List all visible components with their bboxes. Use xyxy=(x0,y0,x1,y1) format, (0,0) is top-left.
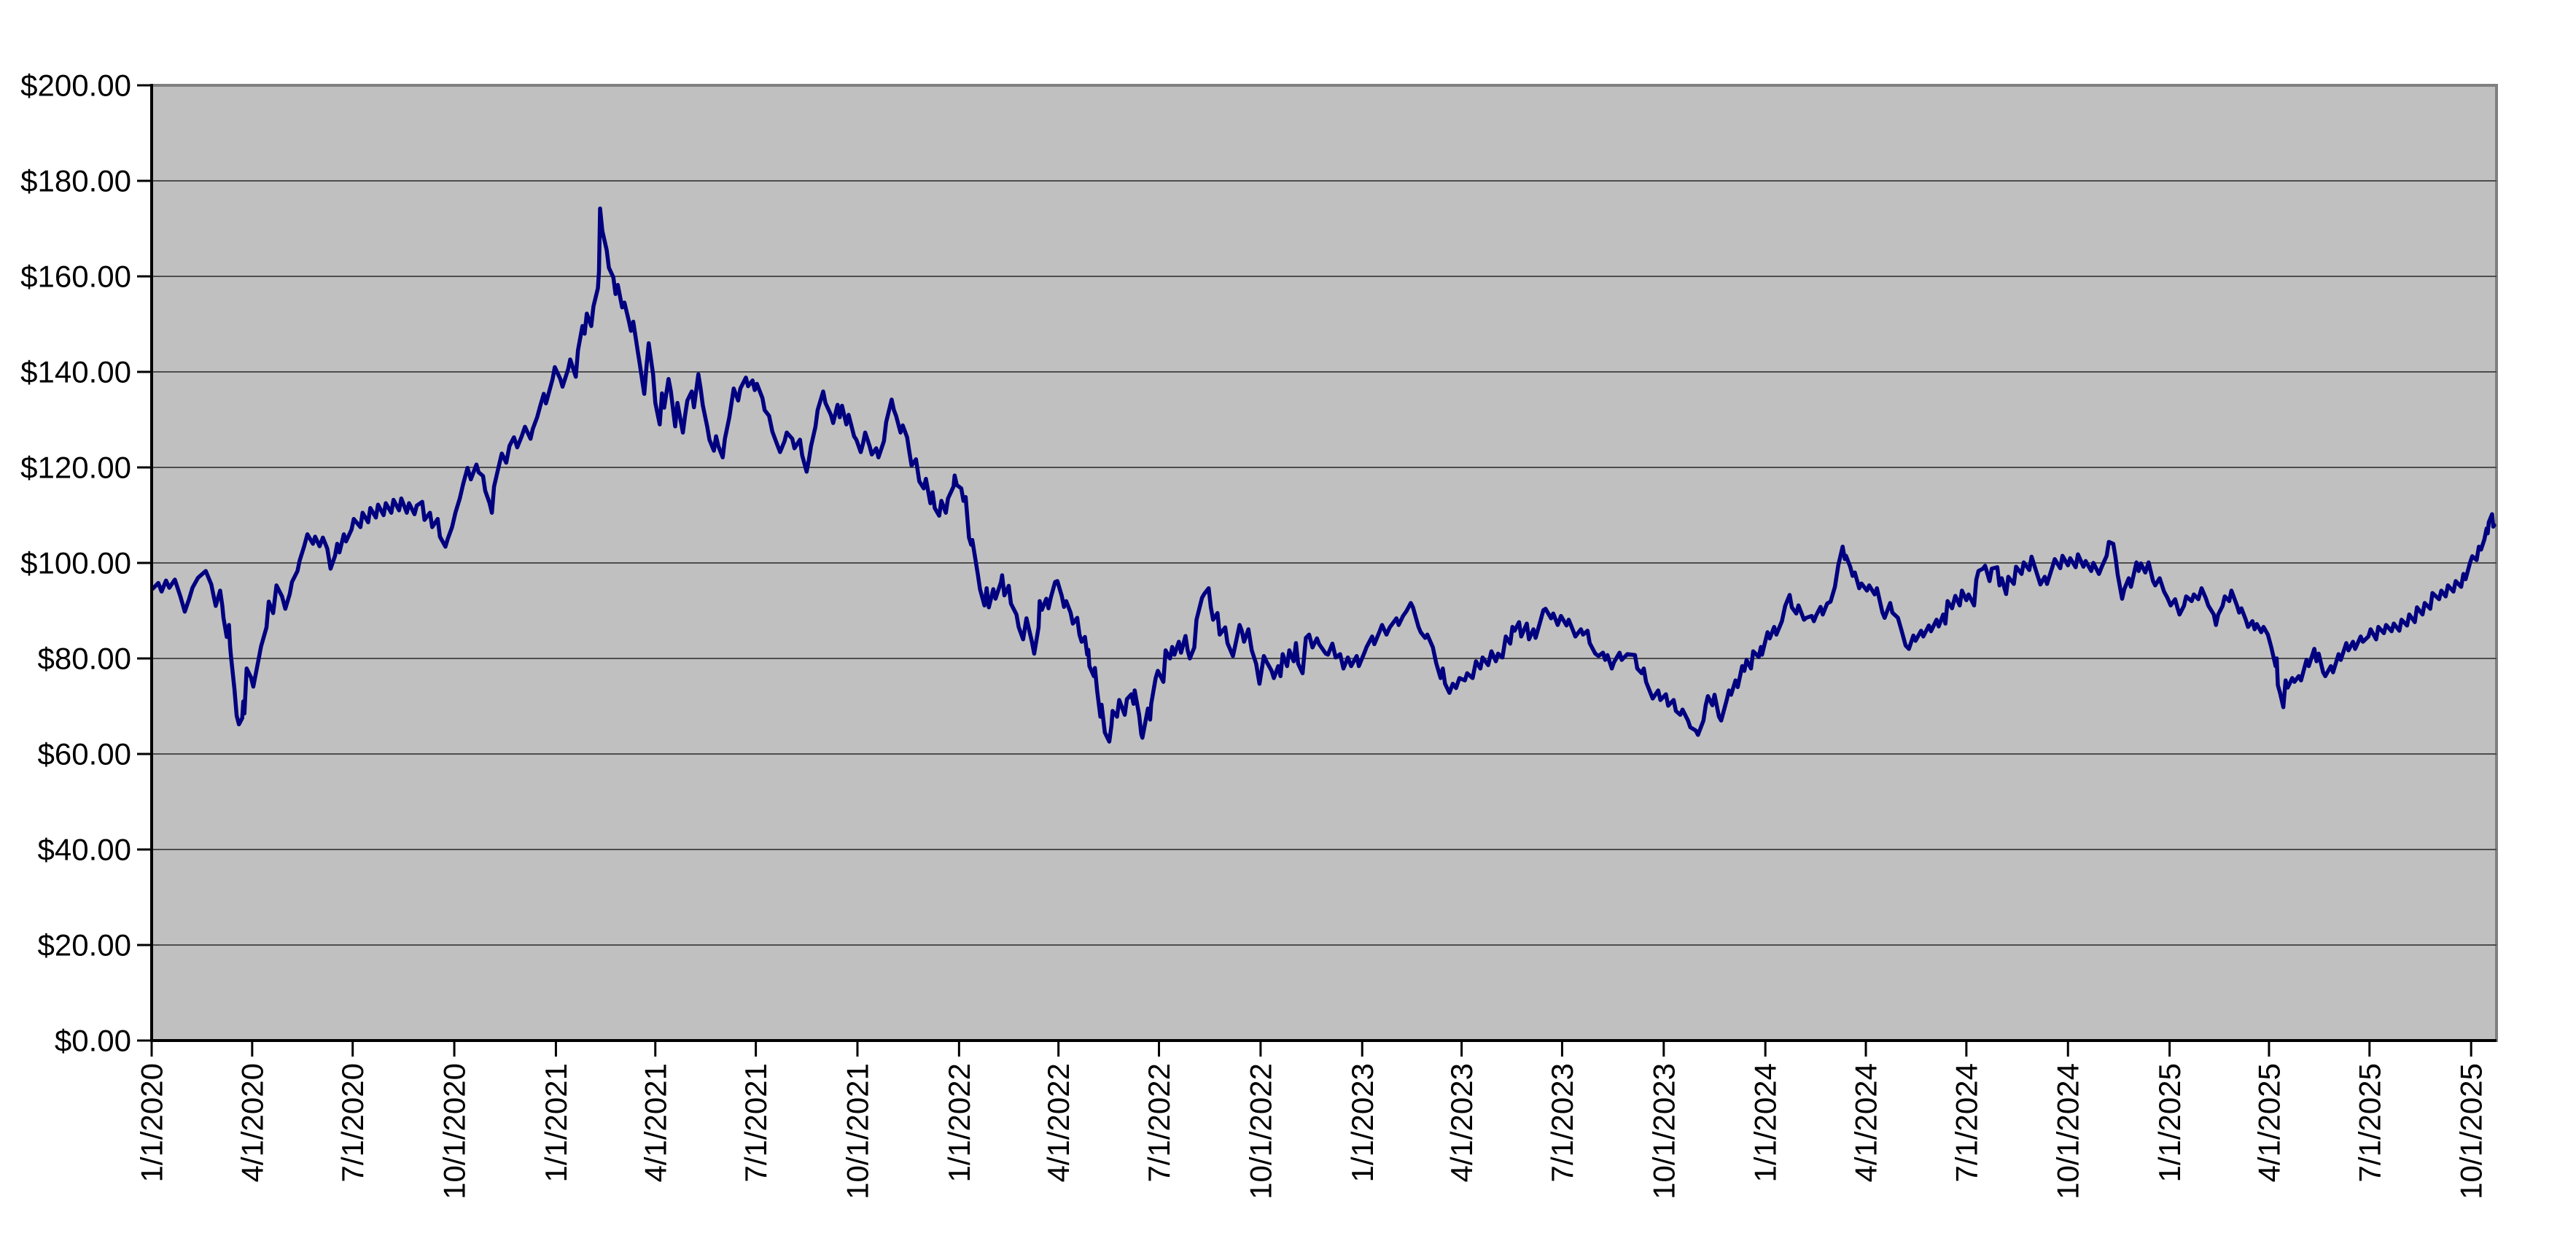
y-axis-label: $60.00 xyxy=(38,737,131,771)
x-axis-label: 10/1/2023 xyxy=(1646,1063,1681,1199)
y-axis-label: $160.00 xyxy=(20,260,131,294)
y-axis-label: $80.00 xyxy=(38,642,131,676)
y-axis-labels: $0.00 $20.00 $40.00 $60.00 $80.00 $100.00 $120… xyxy=(20,69,131,1058)
x-axis-label: 7/1/2023 xyxy=(1545,1063,1579,1183)
y-axis-label: $120.00 xyxy=(20,451,131,485)
x-axis-label: 10/1/2020 xyxy=(437,1063,472,1199)
x-axis-label: 10/1/2025 xyxy=(2454,1063,2489,1199)
y-axis-label: $0.00 xyxy=(55,1024,131,1058)
x-axis-label: 7/1/2020 xyxy=(335,1063,370,1183)
y-axis-label: $180.00 xyxy=(20,164,131,198)
x-axis-label: 4/1/2023 xyxy=(1444,1063,1479,1183)
y-axis-label: $40.00 xyxy=(38,833,131,867)
x-axis-label: 1/1/2025 xyxy=(2152,1063,2187,1183)
axes xyxy=(137,84,2497,1057)
gridlines xyxy=(152,180,2497,946)
x-axis-label: 1/1/2021 xyxy=(539,1063,573,1183)
x-axis-label: 7/1/2022 xyxy=(1142,1063,1176,1183)
y-axis-label: $100.00 xyxy=(20,546,131,580)
x-axis-label: 4/1/2022 xyxy=(1041,1063,1075,1183)
x-axis-label: 1/1/2022 xyxy=(942,1063,976,1183)
x-axis-label: 1/1/2024 xyxy=(1748,1063,1783,1183)
price-series xyxy=(150,206,2497,744)
price-line-series xyxy=(150,206,2497,744)
y-axis-label: $140.00 xyxy=(20,355,131,389)
x-axis-label: 1/1/2023 xyxy=(1345,1063,1380,1183)
y-axis-label: $200.00 xyxy=(20,69,131,103)
x-axis-label: 4/1/2024 xyxy=(1849,1063,1883,1183)
x-axis-label: 7/1/2021 xyxy=(739,1063,773,1183)
x-axis-label: 10/1/2021 xyxy=(841,1063,875,1199)
x-axis-label: 4/1/2021 xyxy=(638,1063,672,1183)
x-axis-labels: 1/1/2020 4/1/2020 7/1/2020 10/1/2020 1/1/202… xyxy=(135,1063,2489,1199)
x-axis-label: 1/1/2020 xyxy=(135,1063,169,1183)
x-axis-label: 4/1/2020 xyxy=(235,1063,269,1183)
x-axis-label: 7/1/2024 xyxy=(1949,1063,1983,1183)
y-axis-label: $20.00 xyxy=(38,928,131,963)
x-axis-label: 10/1/2024 xyxy=(2051,1063,2085,1199)
x-axis-label: 4/1/2025 xyxy=(2252,1063,2286,1183)
x-axis-label: 10/1/2022 xyxy=(1243,1063,1277,1199)
x-axis-label: 7/1/2025 xyxy=(2352,1063,2386,1183)
